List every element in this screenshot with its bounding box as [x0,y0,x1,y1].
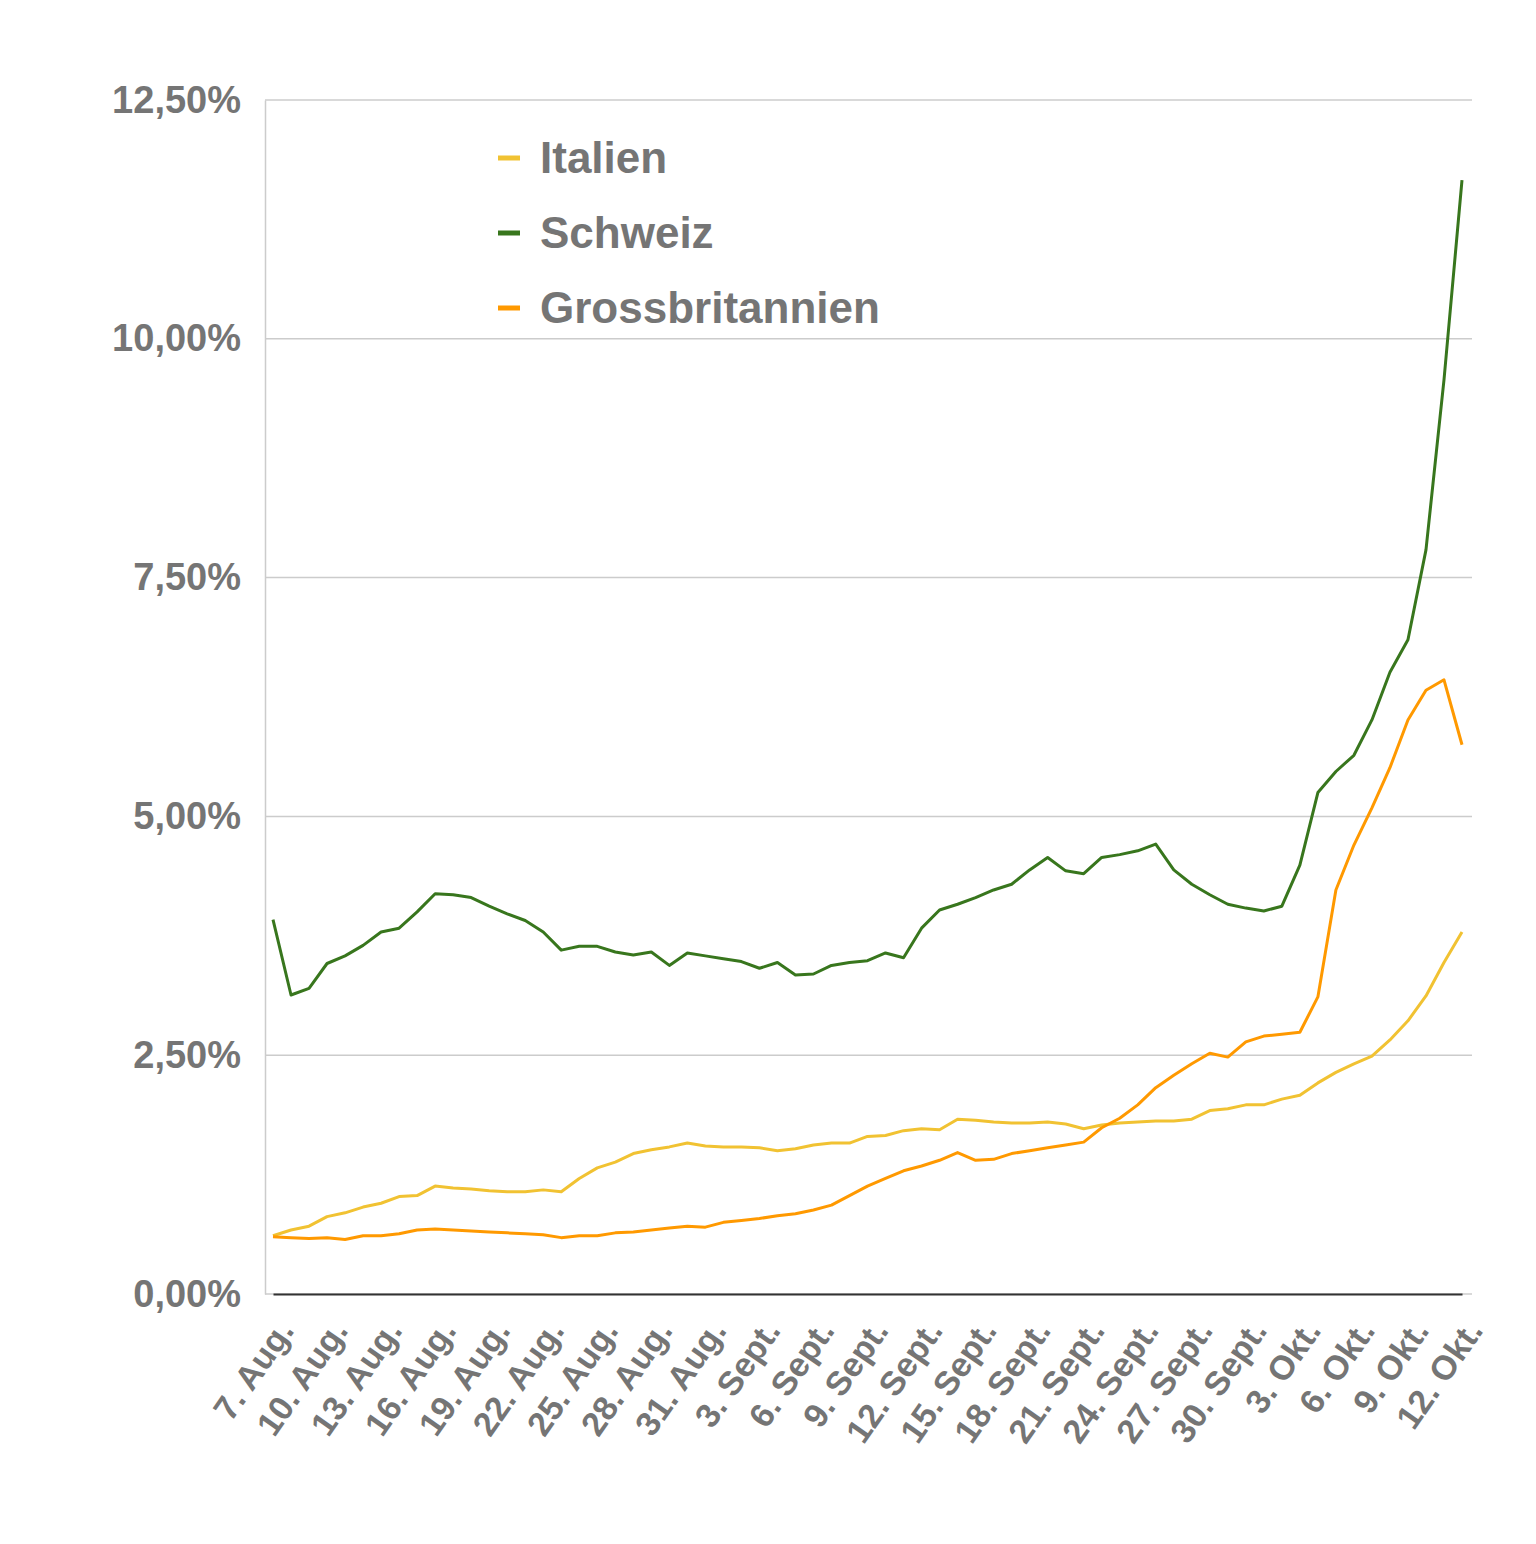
grid-line [265,338,1472,340]
y-tick-label: 0,00% [133,1273,241,1315]
y-tick: 5,00% [133,795,265,837]
x-axis: 7. Aug.10. Aug.13. Aug.16. Aug.19. Aug.2… [206,1294,1490,1449]
grid-line [265,816,1472,818]
y-tick-label: 2,50% [133,1034,241,1076]
legend-label: Schweiz [540,208,714,257]
x-tick-label: 12. Okt. [1388,1313,1490,1435]
y-tick: 7,50% [133,556,265,598]
y-tick-label: 12,50% [112,79,241,121]
legend-swatch [498,306,520,311]
y-tick: 2,50% [133,1034,265,1076]
x-axis-line [274,1294,1463,1296]
y-tick-label: 7,50% [133,556,241,598]
y-tick: 12,50% [112,79,265,121]
series-line [273,180,1462,995]
legend-swatch [498,231,520,236]
legend-label: Grossbritannien [540,283,880,332]
legend-item: Italien [498,133,667,182]
grid-line [265,1293,1472,1295]
chart: 0,00% 2,50% 5,00% 7,50% 10,00% 12,50% 7. Aug.1… [0,0,1536,1544]
series-line [273,932,1462,1236]
legend-item: Grossbritannien [498,283,880,332]
grid-line [265,577,1472,579]
grid-line [265,99,1472,101]
y-axis: 0,00% 2,50% 5,00% 7,50% 10,00% 12,50% [112,79,265,1315]
legend-item: Schweiz [498,208,714,257]
legend-swatch [498,156,520,161]
y-tick-label: 5,00% [133,795,241,837]
x-tick: 12. Okt. [1388,1294,1490,1435]
legend: Italien Schweiz Grossbritannien [498,133,880,332]
y-axis-line [265,101,267,1295]
y-tick: 0,00% [133,1273,265,1315]
grid-line [265,1054,1472,1056]
y-tick: 10,00% [112,317,265,359]
legend-label: Italien [540,133,667,182]
lines [273,180,1462,1239]
grid [265,100,1472,1294]
series-line [273,680,1462,1240]
y-tick-label: 10,00% [112,317,241,359]
